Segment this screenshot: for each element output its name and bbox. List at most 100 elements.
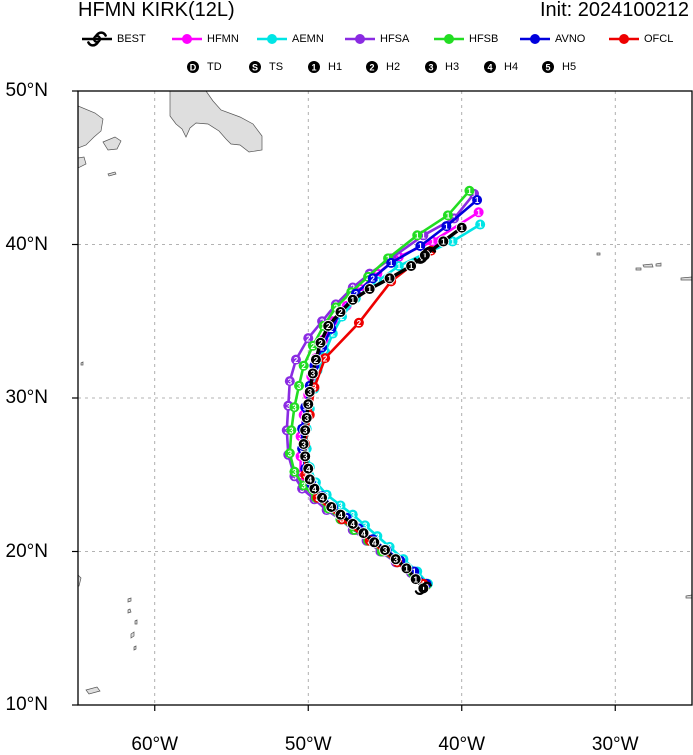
- intensity-label: TS: [269, 61, 284, 73]
- small-island-b: [80, 361, 84, 366]
- svg-text:3: 3: [288, 377, 293, 386]
- svg-text:2: 2: [354, 290, 359, 299]
- legend-item-best: BEST: [80, 29, 146, 49]
- svg-text:5: 5: [545, 63, 550, 73]
- track-point-best: 3: [297, 438, 310, 450]
- svg-text:3: 3: [292, 403, 297, 412]
- svg-text:3: 3: [306, 399, 311, 409]
- track-point-hfsa: 2: [303, 333, 314, 343]
- azores-fragment-b: [642, 263, 654, 268]
- track-point-avno: 1: [386, 257, 397, 268]
- lat-label: 20°N: [5, 540, 48, 562]
- intensity-item-h2: 2 H2: [365, 57, 400, 77]
- best-start-hurricane-icon: [414, 581, 432, 595]
- dot-line-icon: [520, 34, 550, 44]
- intensity-label: H3: [445, 61, 460, 73]
- legend-item-ofcl: OFCL: [607, 29, 673, 49]
- svg-text:4: 4: [306, 464, 311, 474]
- intensity-badge-icon: 1: [308, 61, 320, 73]
- track-point-aemn: 1: [475, 219, 486, 230]
- svg-text:3: 3: [363, 522, 368, 531]
- svg-text:1: 1: [350, 295, 355, 305]
- track-point-best: 1: [405, 260, 417, 272]
- track-point-avno: 1: [472, 194, 483, 205]
- legend-item-hfsa: HFSA: [343, 29, 409, 49]
- intensity-badge-icon: 3: [425, 61, 437, 73]
- cape-breton-landmass: [102, 136, 122, 151]
- svg-text:3: 3: [312, 383, 317, 392]
- svg-text:1: 1: [430, 238, 435, 247]
- track-point-hfsb: 3: [294, 380, 305, 391]
- azores-fragment-c: [655, 262, 662, 267]
- track-point-best: 1: [363, 283, 376, 295]
- best-current-hurricane-icon: [413, 246, 437, 264]
- svg-text:S: S: [252, 63, 258, 73]
- lat-label: 30°N: [5, 387, 48, 408]
- track-point-best: 3: [300, 412, 313, 424]
- svg-text:3: 3: [286, 402, 291, 411]
- svg-text:4: 4: [329, 502, 334, 512]
- sable-island-landmass: [107, 171, 117, 177]
- svg-text:1: 1: [311, 63, 316, 73]
- track-point-best: 3: [299, 424, 311, 437]
- svg-text:4: 4: [372, 537, 377, 547]
- track-point-best: 1: [417, 582, 430, 595]
- track-point-best: 2: [314, 336, 327, 349]
- lat-label: 10°N: [5, 694, 48, 715]
- track-point-best: 4: [357, 527, 370, 539]
- svg-text:2: 2: [301, 362, 306, 371]
- legend-item-hfmn: HFMN: [170, 29, 239, 49]
- coast-fragment-landmass: [78, 156, 87, 169]
- track-point-best: 3: [299, 450, 311, 463]
- svg-text:1: 1: [472, 190, 477, 199]
- svg-text:2: 2: [314, 355, 319, 365]
- dot-line-icon: [609, 34, 639, 44]
- track-point-best: 3: [307, 367, 319, 380]
- lat-label: 40°N: [5, 233, 48, 255]
- svg-text:2: 2: [334, 304, 339, 313]
- svg-text:4: 4: [307, 475, 312, 485]
- intensity-badge-icon: D: [187, 61, 199, 73]
- track-line-hfmn: [299, 211, 480, 587]
- track-point-hfsa: 3: [284, 376, 295, 386]
- svg-text:3: 3: [297, 382, 302, 391]
- svg-text:3: 3: [301, 439, 306, 449]
- madeira-fragment: [685, 594, 692, 599]
- legend-label: HFMN: [207, 33, 239, 45]
- legend-label: HFSA: [380, 33, 410, 45]
- svg-text:1: 1: [421, 584, 426, 594]
- legend-item-avno: AVNO: [518, 29, 585, 49]
- track-point-hfsb: 3: [289, 402, 300, 412]
- track-point-hfsb: 3: [289, 466, 300, 477]
- track-point-best: 2: [334, 306, 347, 318]
- intensity-badge-icon: 2: [366, 61, 378, 73]
- svg-text:3: 3: [292, 468, 297, 477]
- track-point-best: 2: [322, 320, 335, 332]
- svg-text:2: 2: [331, 330, 336, 339]
- svg-text:1: 1: [421, 231, 426, 240]
- newfoundland-landmass: [169, 91, 263, 153]
- dot-line-icon: [434, 34, 464, 44]
- svg-text:1: 1: [446, 212, 451, 221]
- svg-text:1: 1: [404, 564, 409, 574]
- intensity-item-h1: 1 H1: [307, 57, 342, 77]
- track-point-aemn: 1: [447, 236, 458, 247]
- svg-text:3: 3: [289, 426, 294, 435]
- svg-text:3: 3: [303, 452, 308, 462]
- svg-text:1: 1: [478, 221, 483, 230]
- svg-text:1: 1: [415, 231, 420, 240]
- track-point-ofcl: 2: [353, 317, 364, 328]
- svg-text:3: 3: [307, 387, 312, 397]
- svg-text:1: 1: [450, 238, 455, 247]
- intensity-badge-icon: S: [249, 61, 261, 73]
- legend-item-hfsb: HFSB: [432, 29, 498, 49]
- track-point-best: 3: [302, 398, 315, 410]
- svg-text:1: 1: [476, 208, 481, 217]
- svg-text:1: 1: [441, 237, 446, 247]
- svg-text:3: 3: [383, 545, 388, 555]
- track-point-avno: 1: [441, 221, 452, 231]
- antilles-fragment-b: [85, 686, 101, 695]
- legend-label: AEMN: [292, 33, 324, 45]
- svg-text:3: 3: [303, 471, 308, 480]
